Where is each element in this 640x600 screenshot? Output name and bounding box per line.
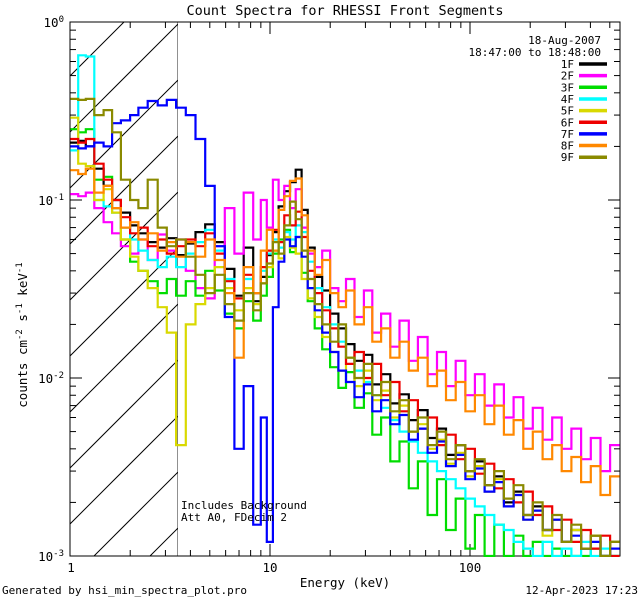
y-tick-label: 10-3 bbox=[38, 549, 64, 564]
x-axis-label: Energy (keV) bbox=[300, 575, 390, 590]
y-tick-label: 10-2 bbox=[38, 371, 64, 386]
legend-label: 2F bbox=[561, 70, 574, 83]
annotation-attenuator: Att A0, FDecim 2 bbox=[181, 511, 287, 524]
legend-label: 8F bbox=[561, 140, 574, 153]
legend-label: 3F bbox=[561, 81, 574, 94]
series-8F bbox=[70, 167, 620, 497]
y-axis-label: counts cm-2 s-1 keV-1 bbox=[15, 262, 30, 407]
axes bbox=[69, 21, 621, 557]
legend-label: 7F bbox=[561, 128, 574, 141]
annotation-background: Includes Background bbox=[181, 499, 307, 512]
legend-entry-3F: 3F bbox=[561, 81, 607, 94]
background-hatch-region bbox=[70, 22, 178, 556]
footer-timestamp: 12-Apr-2023 17:23 bbox=[525, 584, 638, 597]
footer-generator: Generated by hsi_min_spectra_plot.pro bbox=[2, 584, 247, 597]
legend-label: 4F bbox=[561, 93, 574, 106]
legend-entry-5F: 5F bbox=[561, 105, 607, 118]
series-2F bbox=[70, 178, 620, 473]
legend-date: 18-Aug-2007 bbox=[528, 34, 601, 47]
spectra-series bbox=[70, 54, 620, 557]
series-9F bbox=[70, 97, 620, 557]
legend-entry-4F: 4F bbox=[561, 93, 607, 106]
x-tick-label-100: 100 bbox=[459, 560, 482, 575]
legend-label: 5F bbox=[561, 105, 574, 118]
y-tick-label: 10-1 bbox=[38, 193, 64, 208]
chart-title: Count Spectra for RHESSI Front Segments bbox=[187, 3, 504, 19]
y-tick-label: 100 bbox=[44, 15, 64, 30]
legend-entry-1F: 1F bbox=[561, 58, 607, 71]
legend-entry-8F: 8F bbox=[561, 140, 607, 153]
legend-entry-2F: 2F bbox=[561, 70, 607, 83]
series-7F bbox=[70, 98, 620, 557]
legend-label: 1F bbox=[561, 58, 574, 71]
series-4F bbox=[70, 54, 620, 557]
legend-entry-6F: 6F bbox=[561, 116, 607, 129]
legend-label: 6F bbox=[561, 116, 574, 129]
series-1F bbox=[70, 139, 620, 557]
legend-label: 9F bbox=[561, 151, 574, 164]
series-6F bbox=[70, 137, 620, 557]
x-tick-label-10: 10 bbox=[262, 560, 277, 575]
y-tick-labels: 100 10-1 10-2 10-3 bbox=[38, 15, 64, 564]
legend-entry-9F: 9F bbox=[561, 151, 607, 164]
x-tick-label-1: 1 bbox=[67, 560, 75, 575]
legend-entry-7F: 7F bbox=[561, 128, 607, 141]
legend-time-range: 18:47:00 to 18:48:00 bbox=[469, 46, 601, 59]
